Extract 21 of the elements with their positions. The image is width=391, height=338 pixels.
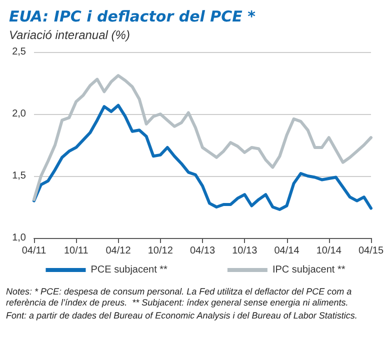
x-tick-label: 04/11 xyxy=(22,246,47,256)
x-tick-label: 10/12 xyxy=(148,246,174,256)
y-tick-label: 1,5 xyxy=(12,170,26,182)
x-tick-label: 10/14 xyxy=(316,246,342,256)
x-tick-label: 04/14 xyxy=(274,246,300,256)
y-tick-label: 1,0 xyxy=(12,232,26,244)
x-tick-label: 10/11 xyxy=(64,246,89,256)
chart-title: EUA: IPC i deflactor del PCE * xyxy=(9,8,256,26)
chart-subtitle: Variació interanual (%) xyxy=(9,28,130,42)
text: Notes: * PCE: despesa de consum personal. La Fed utilitza el deflactor del PCE com a referència de l’índex de preus. ** Subjacent: índex general sense energia ni aliments. xyxy=(6,286,354,308)
x-tick-label: 10/13 xyxy=(232,246,258,256)
text: Font: a partir de dades del Bureau of Economic Analysis i del Bureau of Labor Statistics. xyxy=(6,310,358,320)
legend-label: IPC subjacent ** xyxy=(272,264,346,276)
legend-label: PCE subjacent ** xyxy=(90,264,168,276)
line-series xyxy=(32,104,372,211)
line-series xyxy=(32,74,372,202)
y-tick-label: 2,0 xyxy=(12,108,26,120)
y-tick-label: 2,5 xyxy=(12,46,26,58)
x-tick-label: 04/15 xyxy=(358,246,384,256)
x-tick-label: 04/13 xyxy=(190,246,216,256)
x-tick-label: 04/12 xyxy=(106,246,132,256)
